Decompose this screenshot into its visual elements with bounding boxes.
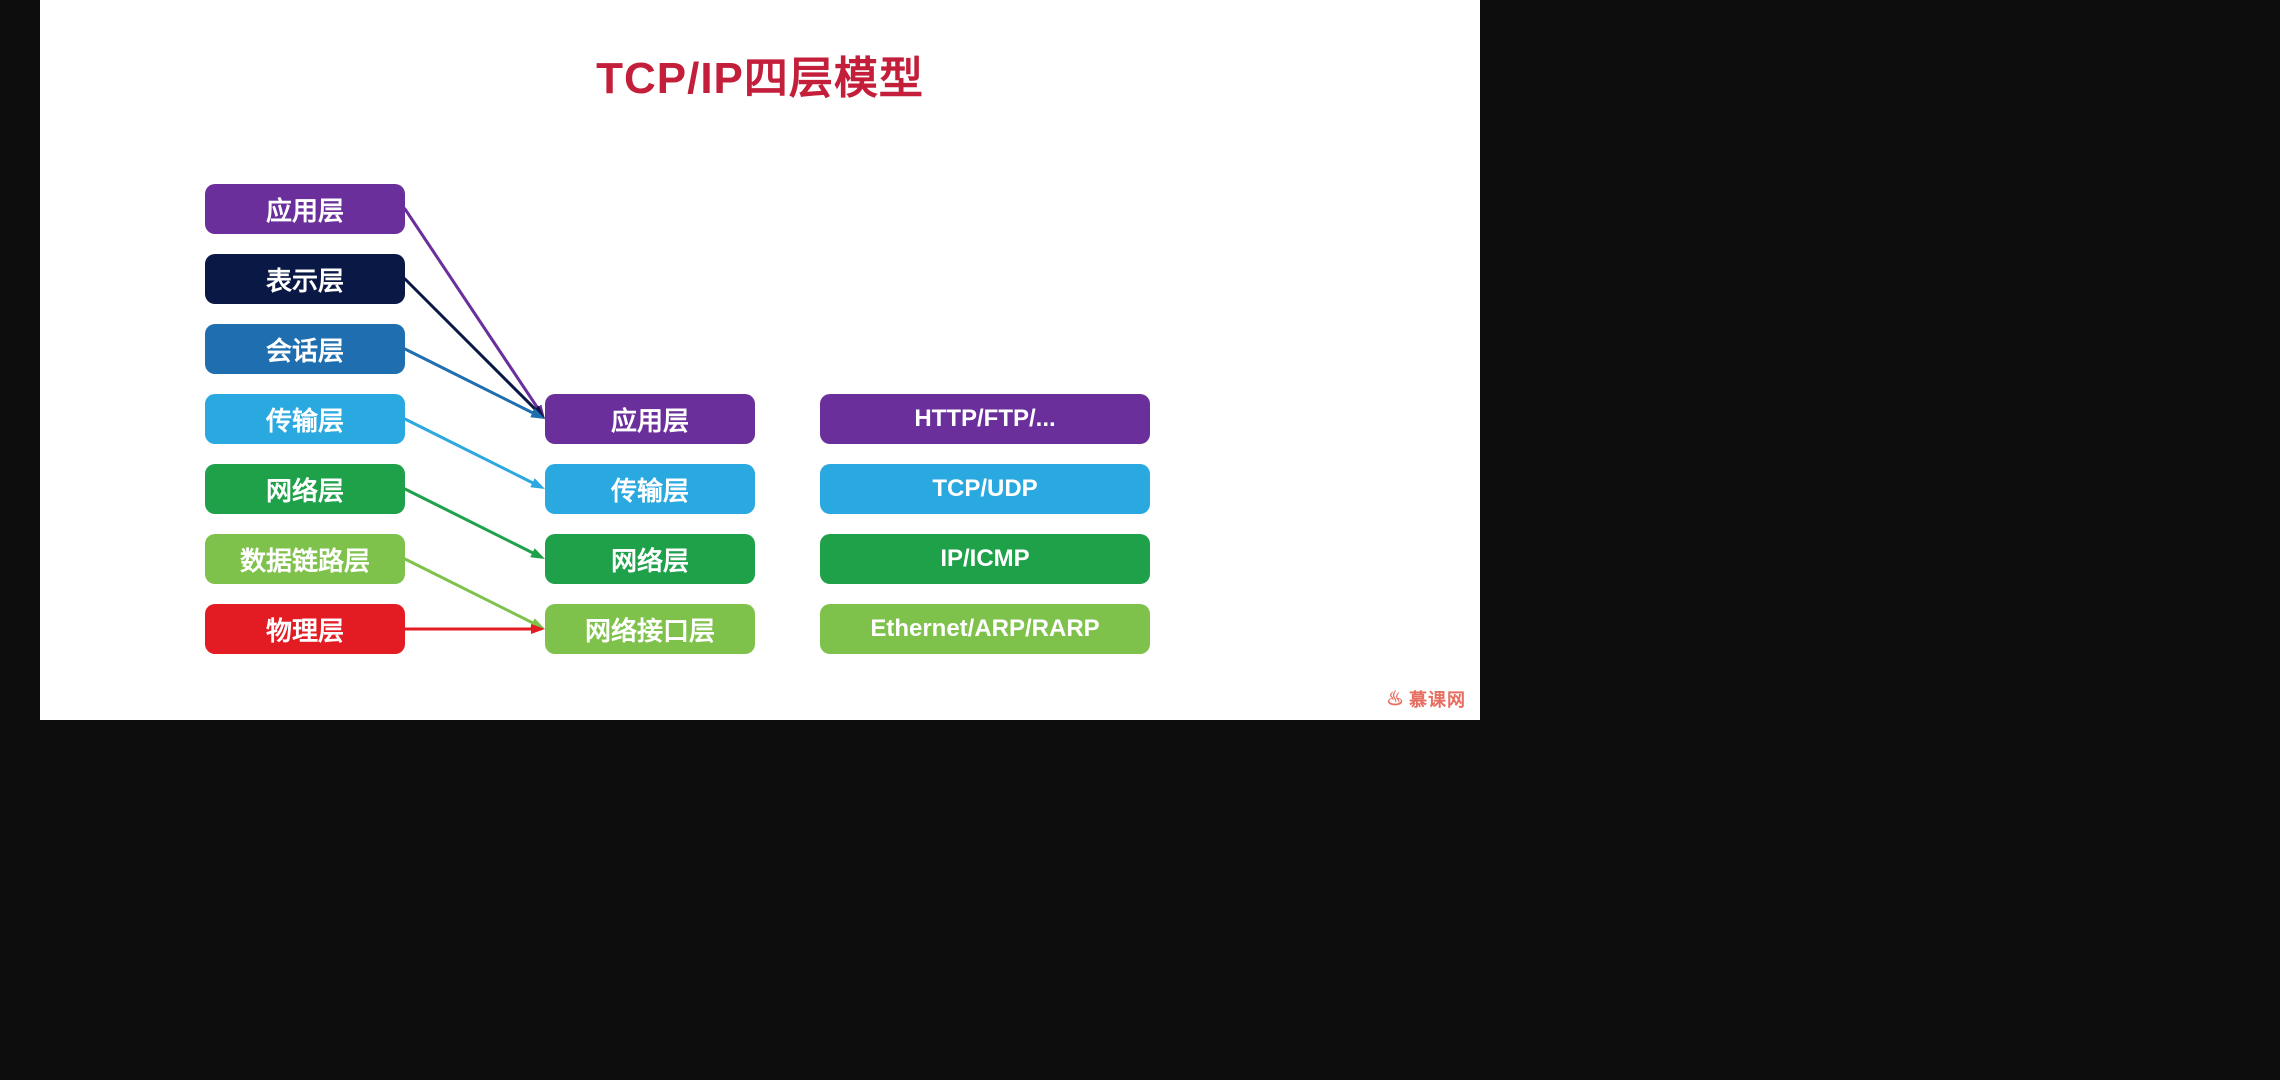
- protocol-2: IP/ICMP: [820, 534, 1150, 584]
- watermark: ♨ 慕课网: [1386, 686, 1466, 712]
- protocol-0: HTTP/FTP/...: [820, 394, 1150, 444]
- protocol-1: TCP/UDP: [820, 464, 1150, 514]
- osi-layer-1: 表示层: [205, 254, 405, 304]
- slide-title: TCP/IP四层模型: [40, 42, 1480, 106]
- tcpip-layer-2: 网络层: [545, 534, 755, 584]
- tcpip-layer-1: 传输层: [545, 464, 755, 514]
- osi-layer-6: 物理层: [205, 604, 405, 654]
- watermark-text: 慕课网: [1409, 686, 1466, 712]
- osi-layer-2: 会话层: [205, 324, 405, 374]
- osi-layer-0: 应用层: [205, 184, 405, 234]
- slide-canvas: TCP/IP四层模型 应用层表示层会话层传输层网络层数据链路层物理层应用层传输层…: [40, 0, 1480, 720]
- osi-layer-3: 传输层: [205, 394, 405, 444]
- flame-icon: ♨: [1386, 689, 1405, 709]
- tcpip-layer-3: 网络接口层: [545, 604, 755, 654]
- tcpip-layer-0: 应用层: [545, 394, 755, 444]
- osi-layer-5: 数据链路层: [205, 534, 405, 584]
- protocol-3: Ethernet/ARP/RARP: [820, 604, 1150, 654]
- osi-layer-4: 网络层: [205, 464, 405, 514]
